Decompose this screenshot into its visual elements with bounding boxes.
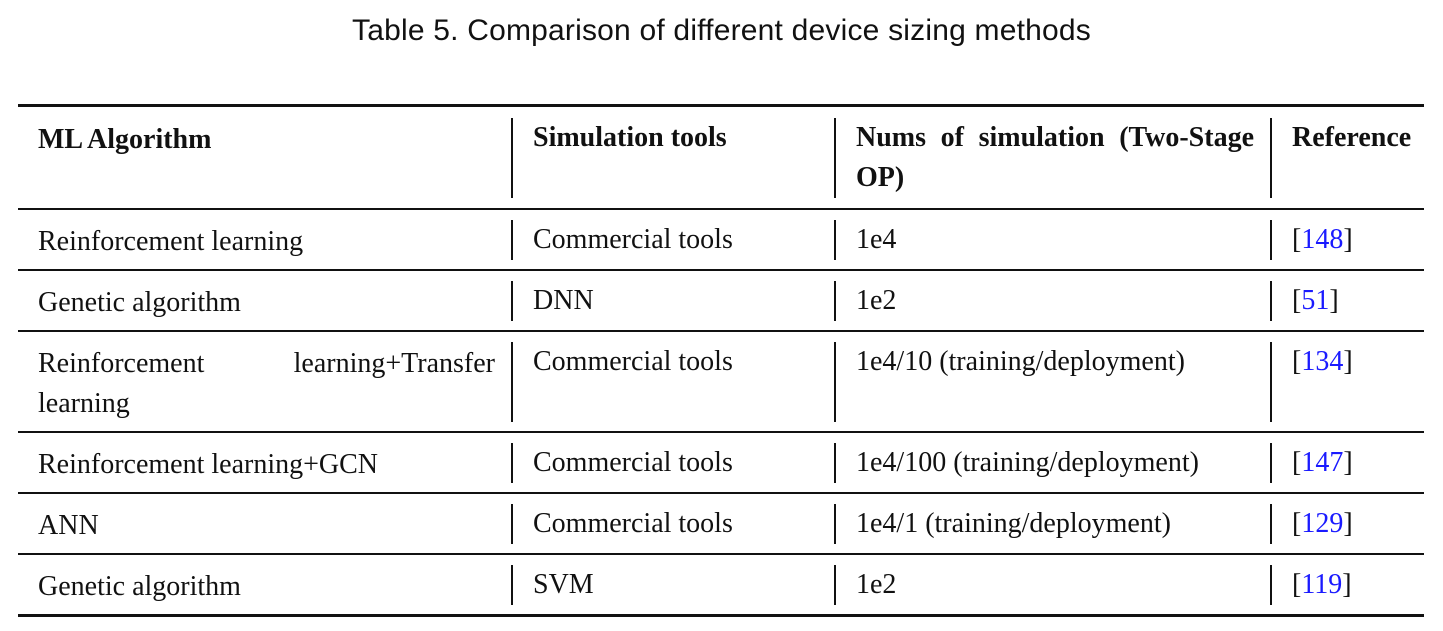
cell-algorithm: Reinforcement learning [18, 209, 511, 270]
cell-tools: SVM [511, 554, 834, 616]
nums-text: 1e4/100 (training/deployment) [834, 443, 1270, 483]
tools-text: Commercial tools [511, 504, 834, 544]
header-label-algorithm: ML Algorithm [38, 124, 212, 155]
cell-nums: 1e4/10 (training/deployment) [834, 331, 1270, 432]
cell-algorithm: Reinforcement learning+GCN [18, 432, 511, 493]
cell-nums: 1e4/1 (training/deployment) [834, 493, 1270, 554]
ref-close-bracket: ] [1343, 224, 1353, 255]
comparison-table: ML Algorithm Simulation tools Nums of si… [18, 104, 1424, 617]
table-row: Reinforcement learning Commercial tools … [18, 209, 1424, 270]
reference-link[interactable]: 147 [1301, 447, 1344, 478]
ref-close-bracket: ] [1342, 569, 1352, 600]
table-row: Reinforcement learning+Transfer learning… [18, 331, 1424, 432]
cell-algorithm: Reinforcement learning+Transfer learning [18, 331, 511, 432]
table-body: Reinforcement learning Commercial tools … [18, 209, 1424, 616]
reference-citation: [147] [1270, 443, 1424, 483]
algorithm-text: Reinforcement learning+Transfer learning [38, 348, 495, 419]
cell-tools: Commercial tools [511, 493, 834, 554]
ref-open-bracket: [ [1292, 346, 1302, 377]
reference-citation: [119] [1270, 565, 1424, 605]
comparison-table-container: ML Algorithm Simulation tools Nums of si… [18, 104, 1424, 617]
ref-open-bracket: [ [1292, 447, 1302, 478]
table-header: ML Algorithm Simulation tools Nums of si… [18, 105, 1424, 210]
ref-open-bracket: [ [1292, 569, 1302, 600]
cell-tools: Commercial tools [511, 331, 834, 432]
header-label-reference: Reference [1270, 118, 1424, 198]
table-caption: Table 5. Comparison of different device … [352, 14, 1091, 47]
ref-open-bracket: [ [1292, 508, 1302, 539]
cell-reference: [148] [1270, 209, 1424, 270]
tools-text: SVM [511, 565, 834, 605]
cell-tools: DNN [511, 270, 834, 331]
header-row: ML Algorithm Simulation tools Nums of si… [18, 105, 1424, 210]
cell-algorithm: Genetic algorithm [18, 270, 511, 331]
cell-algorithm: Genetic algorithm [18, 554, 511, 616]
nums-text: 1e2 [834, 565, 1270, 605]
cell-reference: [147] [1270, 432, 1424, 493]
cell-nums: 1e2 [834, 554, 1270, 616]
cell-nums: 1e4/100 (training/deployment) [834, 432, 1270, 493]
cell-reference: [51] [1270, 270, 1424, 331]
reference-link[interactable]: 129 [1301, 508, 1344, 539]
cell-reference: [134] [1270, 331, 1424, 432]
cell-nums: 1e4 [834, 209, 1270, 270]
ref-close-bracket: ] [1343, 447, 1353, 478]
ref-close-bracket: ] [1329, 285, 1339, 316]
nums-text: 1e4/10 (training/deployment) [834, 342, 1270, 422]
table-row: Genetic algorithm DNN 1e2 [51] [18, 270, 1424, 331]
cell-reference: [119] [1270, 554, 1424, 616]
cell-tools: Commercial tools [511, 209, 834, 270]
reference-citation: [148] [1270, 220, 1424, 260]
ref-open-bracket: [ [1292, 224, 1302, 255]
ref-close-bracket: ] [1343, 346, 1353, 377]
nums-text: 1e2 [834, 281, 1270, 321]
header-cell-reference: Reference [1270, 106, 1424, 210]
algorithm-text: Genetic algorithm [38, 287, 241, 318]
reference-citation: [51] [1270, 281, 1424, 321]
cell-algorithm: ANN [18, 493, 511, 554]
nums-text: 1e4 [834, 220, 1270, 260]
header-cell-algorithm: ML Algorithm [18, 106, 511, 210]
header-cell-nums: Nums of simulation (Two-Stage OP) [834, 106, 1270, 210]
tools-text: DNN [511, 281, 834, 321]
tools-text: Commercial tools [511, 220, 834, 260]
header-cell-tools: Simulation tools [511, 106, 834, 210]
tools-text: Commercial tools [511, 443, 834, 483]
algorithm-text: Reinforcement learning [38, 226, 304, 257]
cell-nums: 1e2 [834, 270, 1270, 331]
nums-text: 1e4/1 (training/deployment) [834, 504, 1270, 544]
header-label-tools: Simulation tools [511, 118, 834, 198]
algorithm-text: Genetic algorithm [38, 571, 241, 602]
ref-open-bracket: [ [1292, 285, 1302, 316]
table-row: Genetic algorithm SVM 1e2 [119] [18, 554, 1424, 616]
cell-tools: Commercial tools [511, 432, 834, 493]
reference-citation: [129] [1270, 504, 1424, 544]
reference-link[interactable]: 134 [1301, 346, 1344, 377]
table-row: Reinforcement learning+GCN Commercial to… [18, 432, 1424, 493]
reference-link[interactable]: 119 [1301, 569, 1343, 600]
algorithm-text: Reinforcement learning+GCN [38, 449, 379, 480]
algorithm-text: ANN [38, 510, 99, 541]
cell-reference: [129] [1270, 493, 1424, 554]
reference-link[interactable]: 51 [1301, 285, 1330, 316]
header-label-nums: Nums of simulation (Two-Stage OP) [834, 118, 1270, 198]
reference-citation: [134] [1270, 342, 1424, 422]
tools-text: Commercial tools [511, 342, 834, 422]
ref-close-bracket: ] [1343, 508, 1353, 539]
reference-link[interactable]: 148 [1301, 224, 1344, 255]
table-row: ANN Commercial tools 1e4/1 (training/dep… [18, 493, 1424, 554]
